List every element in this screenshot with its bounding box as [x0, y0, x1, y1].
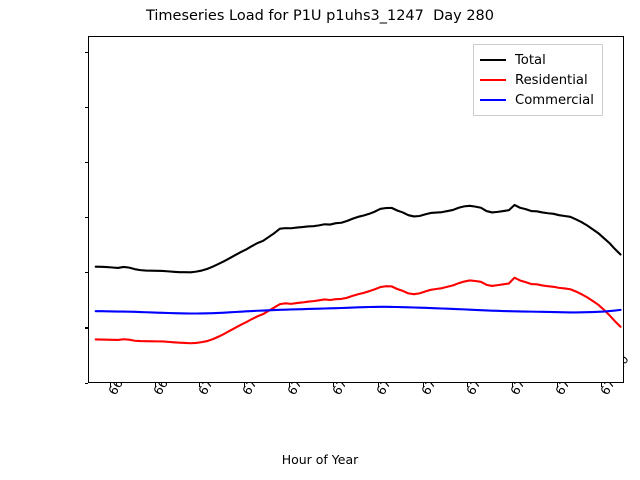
legend-label: Commercial — [515, 92, 594, 108]
legend-swatch-line — [480, 99, 506, 101]
legend-entry: Total — [480, 50, 594, 70]
legend-box: Total Residential Commercial — [473, 44, 603, 116]
y-tick-mark — [84, 382, 88, 384]
y-tick-mark — [84, 107, 88, 109]
chart-title: Timeseries Load for P1U p1uhs3_1247 Day … — [145, 8, 495, 24]
series-line-commercial — [94, 305, 622, 315]
series-line-residential — [94, 276, 622, 345]
x-tick-mark — [556, 383, 558, 387]
x-tick-mark — [601, 383, 603, 387]
legend-label: Total — [515, 52, 546, 68]
x-tick-mark — [199, 383, 201, 387]
x-tick-mark — [333, 383, 335, 387]
series-line-total — [94, 203, 622, 274]
x-tick-mark — [288, 383, 290, 387]
legend-swatch-line — [480, 79, 506, 81]
x-tick-mark — [109, 383, 111, 387]
y-tick-mark — [84, 162, 88, 164]
plot-lines — [94, 203, 622, 345]
x-tick-mark — [154, 383, 156, 387]
y-tick-mark — [84, 327, 88, 329]
x-tick-mark — [377, 383, 379, 387]
y-tick-mark — [84, 52, 88, 54]
x-tick-mark — [243, 383, 245, 387]
y-tick-mark — [84, 272, 88, 274]
legend-label: Residential — [515, 72, 588, 88]
legend-entry: Commercial — [480, 90, 594, 110]
x-tick-mark — [511, 383, 513, 387]
x-tick-mark — [422, 383, 424, 387]
legend-entry: Residential — [480, 70, 594, 90]
y-tick-mark — [84, 217, 88, 219]
legend-swatch-line — [480, 59, 506, 61]
x-axis-label: Hour of Year — [281, 452, 359, 467]
x-tick-mark — [467, 383, 469, 387]
